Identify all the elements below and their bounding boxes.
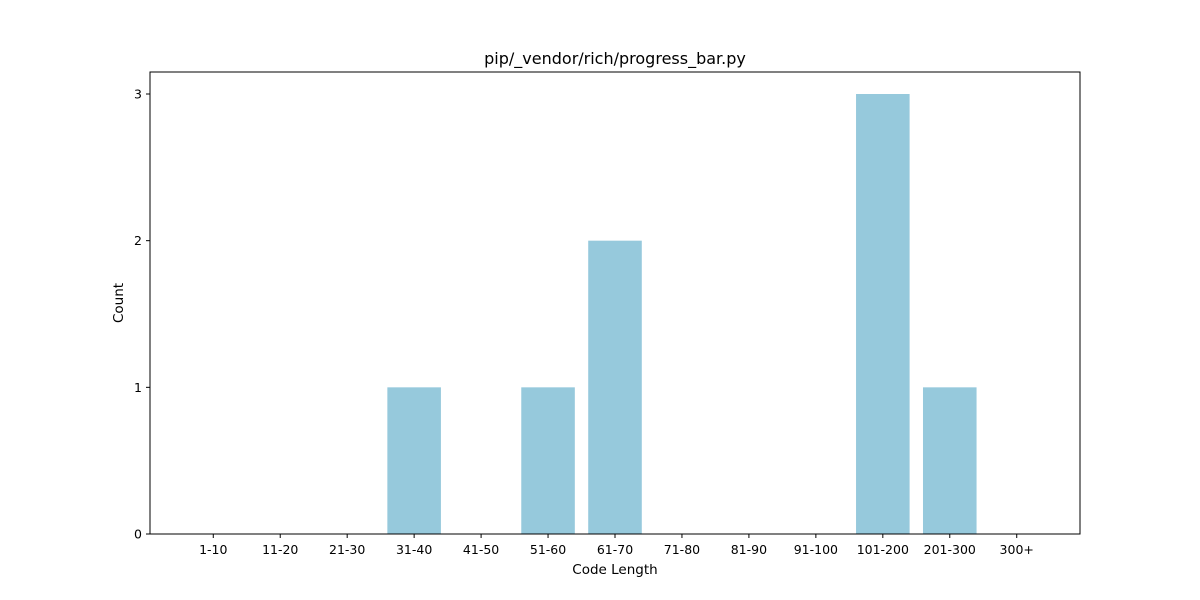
- x-axis-label: Code Length: [572, 562, 657, 578]
- x-tick-label: 101-200: [857, 542, 909, 557]
- y-tick-label: 1: [134, 380, 142, 395]
- y-tick-label: 3: [134, 87, 142, 102]
- x-tick-label: 51-60: [530, 542, 566, 557]
- y-tick-label: 2: [134, 233, 142, 248]
- bar-101-200: [856, 94, 910, 534]
- y-axis-label: Count: [111, 283, 127, 323]
- x-tick-label: 71-80: [664, 542, 700, 557]
- bar-51-60: [521, 387, 575, 534]
- bar-61-70: [588, 240, 642, 534]
- chart-title: pip/_vendor/rich/progress_bar.py: [484, 49, 746, 69]
- bars-layer: [387, 94, 977, 534]
- x-tick-label: 41-50: [463, 542, 499, 557]
- y-axis-ticks: 0 1 2 3: [134, 87, 150, 542]
- x-tick-label: 11-20: [262, 542, 298, 557]
- x-tick-label: 21-30: [329, 542, 365, 557]
- x-tick-label: 300+: [1000, 542, 1034, 557]
- x-tick-label: 91-100: [794, 542, 838, 557]
- bar-201-300: [922, 387, 977, 534]
- y-tick-label: 0: [134, 527, 142, 542]
- x-tick-label: 81-90: [731, 542, 767, 557]
- x-tick-label: 61-70: [597, 542, 633, 557]
- bar-31-40: [387, 387, 441, 534]
- x-tick-label: 201-300: [924, 542, 976, 557]
- x-axis-ticks: 1-10 11-20 21-30 31-40 41-50 51-60 61-70 71-80 8…: [199, 534, 1034, 557]
- x-tick-label: 31-40: [396, 542, 432, 557]
- x-tick-label: 1-10: [199, 542, 227, 557]
